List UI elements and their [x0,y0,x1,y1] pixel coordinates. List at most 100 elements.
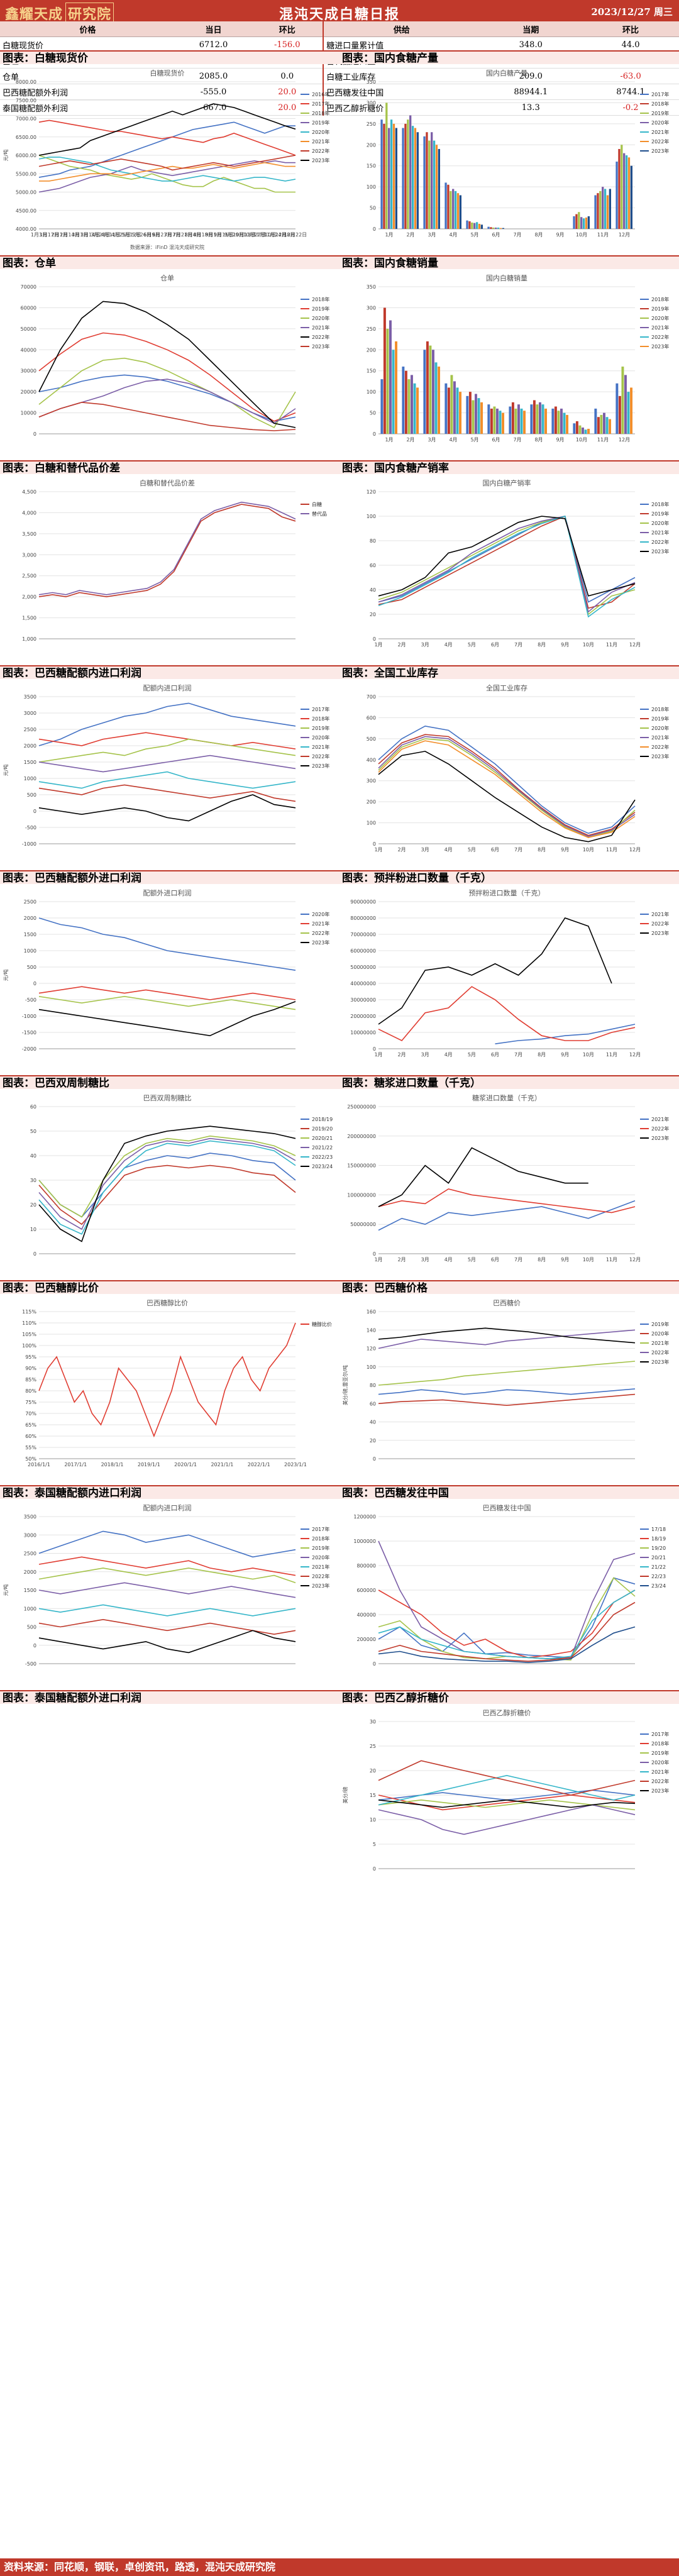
series-line [378,736,636,837]
y-tick-label: 500 [27,792,36,798]
chart-sales_rate: 国内白糖产销率 0 20 40 60 80 100 120 1月 2月 3月 4月 5月 6月 7月 8月 9月… [367,478,670,648]
y-tick-label: 55% [25,1445,36,1451]
section-title-right: 图表：糖浆进口数量（千克） [340,1075,679,1090]
y-tick-label: 120 [367,1346,376,1352]
series-line [38,160,295,193]
x-tick-label: 4月 [444,847,453,853]
bar [584,429,587,434]
bar [594,195,597,229]
y-tick-label: 20000 [21,389,36,395]
series-line [38,1140,296,1235]
legend-label: 2020年 [312,1554,329,1561]
series-line [378,917,612,1025]
series-line [378,1361,636,1386]
bar [454,191,457,229]
section-title-left: 图表：白糖和替代品价差 [0,460,340,475]
legend-label: 20/21 [651,1555,666,1561]
x-tick-label: 8月 [538,1257,546,1263]
y-axis-label: 元/吨 [3,765,9,777]
y-tick-label: 20 [370,612,376,617]
chart-title: 巴西糖发往中国 [483,1503,531,1512]
bar [438,367,440,434]
x-tick-label: 9月 [561,1052,569,1058]
chart-container-production: 国内白糖产量 0 50 100 150 200 250 300 350 1月 2月 3月 4月 5月 6月 7… [340,65,679,254]
bar [597,193,599,229]
legend-label: 2020年 [651,725,669,731]
bar [530,404,533,434]
x-tick-label: 5月26日 [132,232,152,238]
legend-label: 18/19 [651,1536,666,1542]
legend-label: 2020年 [312,734,329,741]
series-line [378,1589,636,1660]
x-tick-label: 3月 [421,847,429,853]
bar [609,189,611,229]
x-tick-label: 3月28日 [91,232,110,238]
y-tick-label: 40 [30,1153,36,1159]
bar [487,404,490,434]
y-tick-label: 80000000 [350,915,376,921]
bar [450,375,453,434]
report-title: 混沌天成白糖日报 [279,6,400,23]
x-tick-label: 2021/1/1 [211,1462,233,1468]
y-tick-label: 80% [25,1388,36,1394]
x-tick-label: 12月8日 [275,232,295,238]
col-period: 当期 [479,21,583,37]
y-tick-label: 40000 [21,347,36,353]
bar [456,387,459,434]
chart-container-sales: 国内白糖销量 0 50 100 150 200 250 300 350 1月 2月 3月 4月 5月 6月 7… [340,270,679,459]
series-line [38,1164,296,1225]
summary-cell-name2: 巴西乙醇折糖价 [323,99,480,116]
bar [575,214,578,229]
y-tick-label: 6000.00 [16,153,36,158]
bar [575,421,578,434]
bar [380,119,383,229]
summary-cell-name: 白糖现货价 [0,36,175,53]
bar [627,157,631,229]
y-tick-label: 2500 [24,1551,36,1557]
x-tick-label: 2016/1/1 [28,1462,50,1468]
legend-label: 2022年 [312,930,329,936]
bar [472,400,475,434]
chart-container-brazil_in: 配额内进口利润 -1000 -500 0 500 1000 1500 2000 2500 3000… [0,680,340,869]
summary-cell-change2: 44.0 [582,36,679,53]
bar [604,189,607,229]
chart-container-brazil_price: 巴西糖价 0 20 40 60 80 100 120 140 160 美分/磅,雷亚尔/吨 2019年… [340,1295,679,1484]
summary-cell-change2: 8744.1 [582,84,679,100]
legend-label: 2016年 [312,91,329,97]
summary-cell-change: 20.0 [251,99,324,116]
bar [582,218,585,229]
bar [495,227,497,229]
legend-label: 2022年 [651,334,669,340]
legend-label: 2023年 [651,548,669,555]
bar [511,402,514,434]
bar [487,226,490,229]
legend-label: 2020年 [312,315,329,321]
legend-label: 22/23 [651,1574,666,1579]
y-tick-label: 7000.00 [16,116,36,122]
col-today: 当日 [175,21,252,37]
x-tick-label: 8月18日 [193,232,213,238]
bar [490,408,493,434]
y-tick-label: 1,500 [22,616,36,621]
legend-label: 2023年 [651,343,669,350]
bar [477,398,480,434]
x-tick-label: 2月 [398,1257,406,1263]
series-line [378,516,636,597]
y-tick-label: 300 [367,305,376,311]
bar [411,375,413,434]
series-line [378,1147,588,1207]
x-tick-label: 9月1日 [205,232,221,238]
legend-label: 2021年 [312,920,329,927]
legend-label: 2019年 [312,306,329,312]
x-tick-label: 9月 [561,1257,569,1263]
chart-title: 预拌粉进口数量（千克） [469,888,545,897]
section-title-left: 图表：白糖现货价 [0,50,340,65]
x-tick-label: 2023/1/1 [284,1462,307,1468]
x-tick-label: 1月17日 [40,232,59,238]
x-tick-label: 4月 [444,1257,453,1263]
y-tick-label: 50 [30,1129,36,1134]
bar [426,341,429,434]
y-tick-label: 300 [367,778,376,784]
bar [432,350,434,434]
bar [573,423,576,434]
